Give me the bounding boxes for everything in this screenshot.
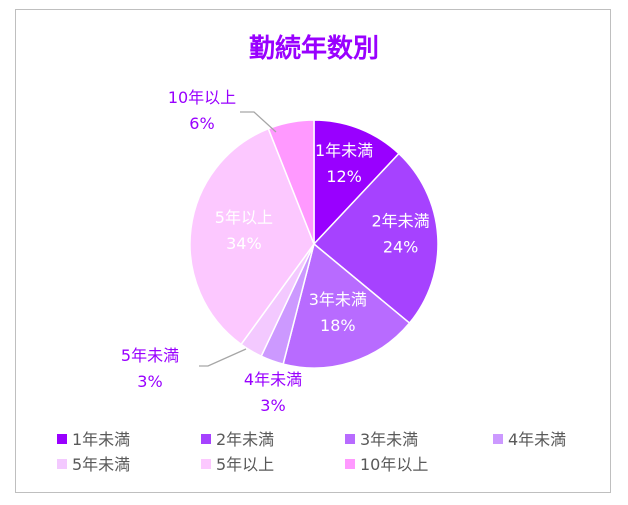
legend-label-4: 4年未満 xyxy=(508,430,566,449)
legend-label-2: 2年未満 xyxy=(216,430,274,449)
slice-label-value-5: 3% xyxy=(137,372,162,391)
legend-swatch-7 xyxy=(345,459,355,469)
legend-swatch-2 xyxy=(201,434,211,444)
leader-lines xyxy=(199,111,277,367)
slice-label-name-1: 1年未満 xyxy=(315,141,373,160)
slice-label-name-3: 3年未満 xyxy=(309,290,367,309)
slice-label-value-4: 3% xyxy=(260,396,285,415)
pie-slice-2 xyxy=(312,152,439,325)
legend-swatch-1 xyxy=(57,434,67,444)
slice-label-value-2: 24% xyxy=(383,238,419,257)
legend-swatch-3 xyxy=(345,434,355,444)
slice-label-value-6: 34% xyxy=(226,234,262,253)
legend-label-3: 3年未満 xyxy=(360,430,418,449)
leader-line-7 xyxy=(240,111,277,133)
slice-label-name-7: 10年以上 xyxy=(168,88,236,107)
slice-label-value-7: 6% xyxy=(189,114,214,133)
legend-label-5: 5年未満 xyxy=(72,455,130,474)
slice-label-name-5: 5年未満 xyxy=(121,346,179,365)
leader-line-5 xyxy=(199,348,247,367)
pie-slice-3 xyxy=(282,242,411,369)
pie-slice-1 xyxy=(313,119,400,246)
slice-label-value-1: 12% xyxy=(326,167,362,186)
legend-label-1: 1年未満 xyxy=(72,430,130,449)
legend-swatch-6 xyxy=(201,459,211,469)
legend-swatch-4 xyxy=(493,434,503,444)
pie-slice-7 xyxy=(267,119,315,245)
slice-labels: 1年未満 12% 2年未満 24% 3年未満 18% 4年未満 3% 5年未満 3% 5年以上 34%… xyxy=(121,88,430,415)
slice-label-value-3: 18% xyxy=(320,316,356,335)
slice-label-name-2: 2年未満 xyxy=(372,212,430,231)
legend-label-7: 10年以上 xyxy=(360,455,428,474)
legend-label-6: 5年以上 xyxy=(216,455,274,474)
slice-label-name-6: 5年以上 xyxy=(215,208,273,227)
pie-slice-6 xyxy=(189,127,315,346)
slice-label-name-4: 4年未満 xyxy=(244,370,302,389)
chart-title: 勤続年数別 xyxy=(249,33,379,64)
pie-slices xyxy=(189,119,439,369)
legend-swatch-5 xyxy=(57,459,67,469)
legend: 1年未満 2年未満 3年未満 4年未満 5年未満 5年以上 10年以上 xyxy=(57,430,566,474)
